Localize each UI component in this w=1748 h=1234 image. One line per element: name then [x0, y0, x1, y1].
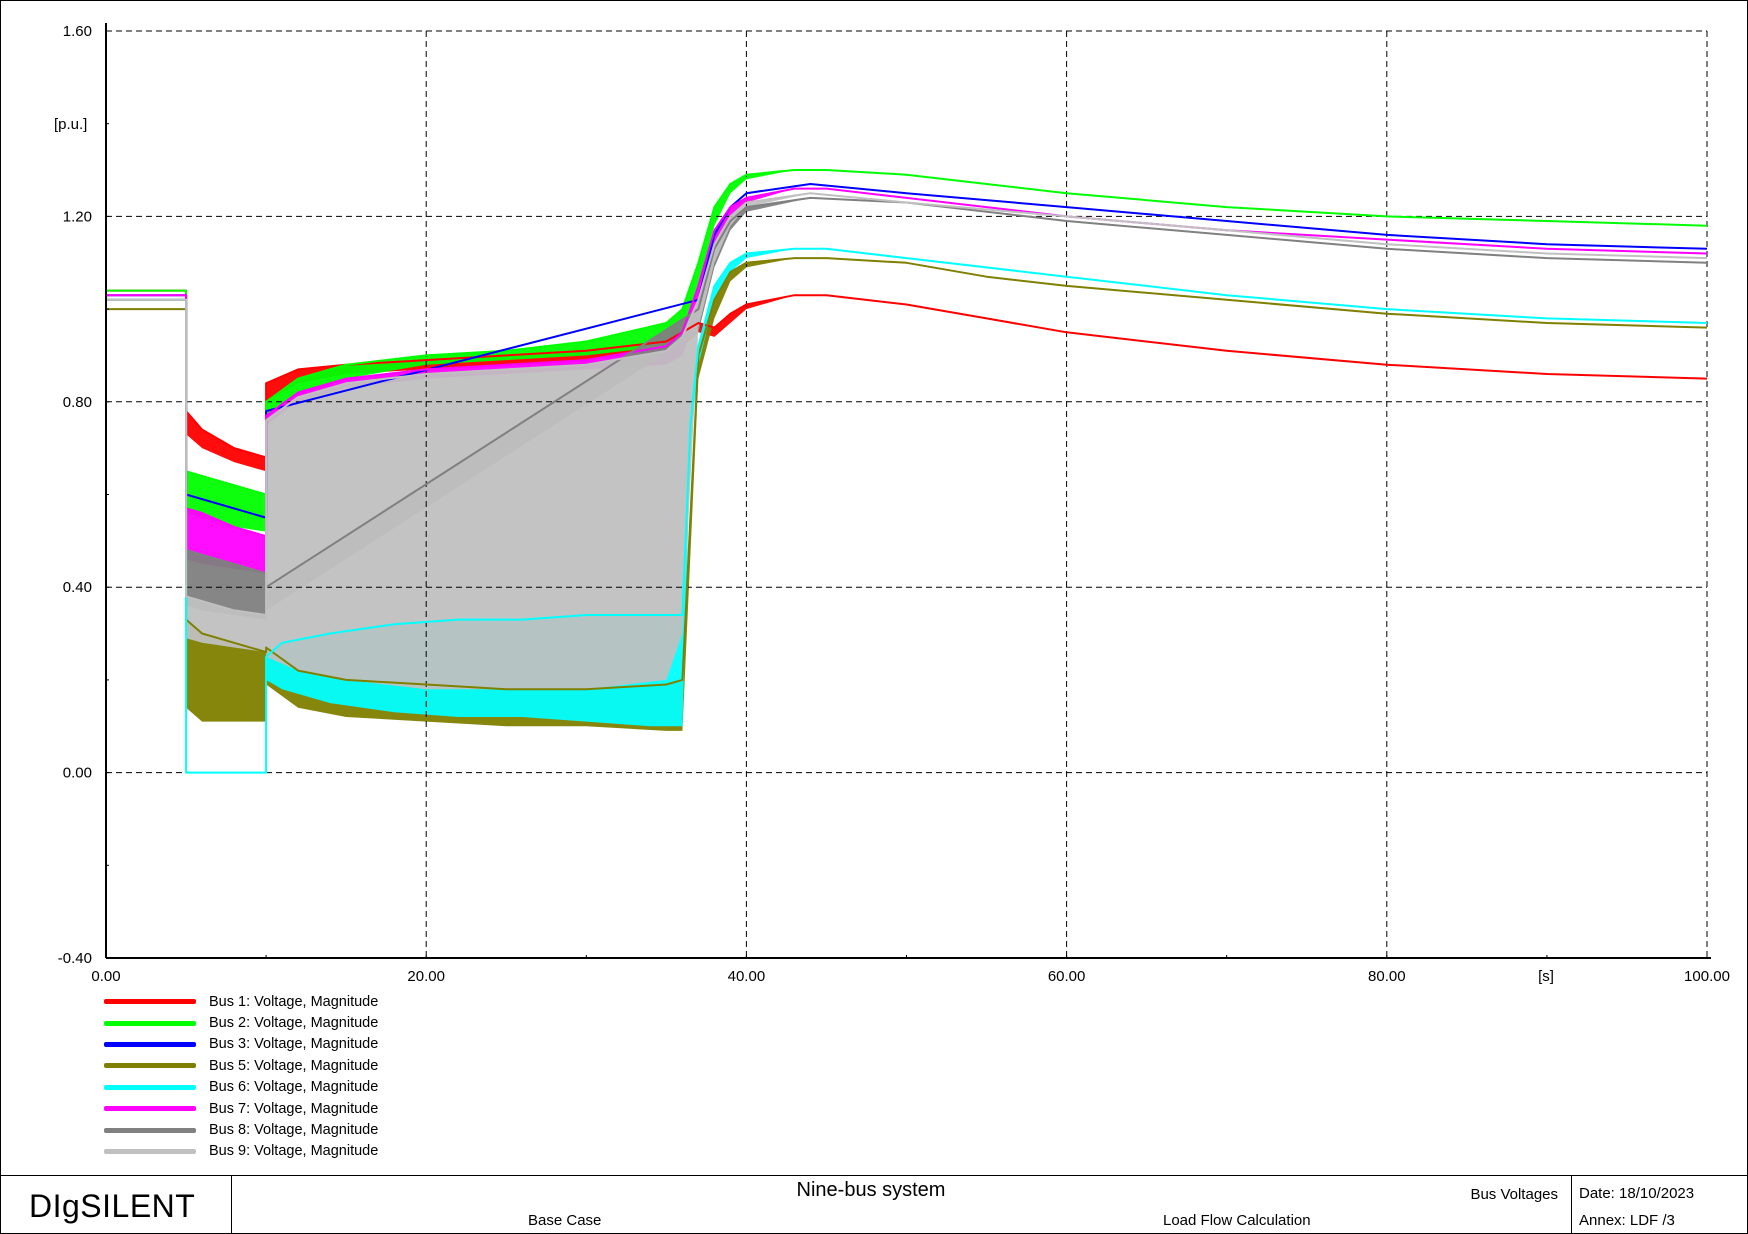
series-line: [106, 247, 1708, 774]
legend-item: Bus 9: Voltage, Magnitude: [104, 1141, 378, 1162]
legend-swatch: [104, 1127, 196, 1133]
y-tick-label: 0.40: [63, 579, 92, 596]
y-tick-label: 0.80: [63, 394, 92, 411]
x-tick-label: 80.00: [1368, 968, 1406, 985]
y-axis-label: [p.u.]: [54, 116, 87, 133]
x-tick-label: 40.00: [728, 968, 766, 985]
project-title: Nine-bus system: [796, 1179, 946, 1201]
chart-legend: Bus 1: Voltage, Magnitude Bus 2: Voltage,…: [104, 991, 378, 1162]
legend-swatch: [104, 1063, 196, 1069]
title-block: DIgSILENT Nine-bus system Base Case Load…: [1, 1175, 1747, 1234]
x-axis-label: [s]: [1538, 968, 1554, 985]
legend-label: Bus 2: Voltage, Magnitude: [209, 1015, 379, 1032]
legend-swatch: [104, 1106, 196, 1112]
legend-label: Bus 9: Voltage, Magnitude: [209, 1143, 379, 1160]
legend-item: Bus 8: Voltage, Magnitude: [104, 1119, 378, 1140]
y-tick-label: 1.20: [63, 208, 92, 225]
x-tick-label: 0.00: [91, 968, 120, 985]
series-band: [106, 193, 1707, 690]
x-tick-label: 60.00: [1048, 968, 1086, 985]
series-line: [106, 183, 1708, 519]
series-lines: [106, 169, 1708, 774]
series-line: [106, 192, 1708, 616]
legend-label: Bus 6: Voltage, Magnitude: [209, 1079, 379, 1096]
date-annex-cell: Date: 18/10/2023 Annex: LDF /3: [1571, 1176, 1747, 1234]
x-tick-label: 100.00: [1684, 968, 1730, 985]
legend-item: Bus 1: Voltage, Magnitude: [104, 991, 378, 1012]
calculation-name: Load Flow Calculation: [1163, 1212, 1311, 1229]
legend-label: Bus 8: Voltage, Magnitude: [209, 1122, 379, 1139]
legend-item: Bus 5: Voltage, Magnitude: [104, 1055, 378, 1076]
series-line: [106, 196, 1708, 589]
y-tick-label: 0.00: [63, 765, 92, 782]
date-label: Date: 18/10/2023: [1579, 1185, 1695, 1202]
legend-swatch: [104, 999, 196, 1005]
x-tick-label: 20.00: [407, 968, 445, 985]
legend-swatch: [104, 1020, 196, 1026]
oscillation-bands: [106, 170, 1707, 773]
y-tick-label: -0.40: [58, 950, 92, 967]
annex-label: Annex: LDF /3: [1579, 1212, 1675, 1229]
series-line: [106, 169, 1708, 496]
legend-label: Bus 3: Voltage, Magnitude: [209, 1036, 379, 1053]
legend-item: Bus 3: Voltage, Magnitude: [104, 1034, 378, 1055]
page-title: Bus Voltages: [1470, 1186, 1558, 1203]
y-tick-label: 1.60: [63, 23, 92, 40]
voltage-chart: 0.00 20.00 40.00 60.00 80.00 100.00-0.400.000…: [54, 23, 1730, 985]
legend-swatch: [104, 1148, 196, 1154]
legend-item: Bus 6: Voltage, Magnitude: [104, 1077, 378, 1098]
info-cell: Nine-bus system Base Case Load Flow Calc…: [231, 1176, 1572, 1234]
company-logo: DIgSILENT: [29, 1188, 196, 1224]
legend-swatch: [104, 1041, 196, 1047]
legend-label: Bus 5: Voltage, Magnitude: [209, 1057, 379, 1074]
study-case-name: Base Case: [528, 1212, 602, 1229]
legend-label: Bus 1: Voltage, Magnitude: [209, 993, 379, 1010]
logo-cell: DIgSILENT: [1, 1176, 232, 1234]
legend-item: Bus 7: Voltage, Magnitude: [104, 1098, 378, 1119]
legend-item: Bus 2: Voltage, Magnitude: [104, 1012, 378, 1033]
chart-axes: 0.00 20.00 40.00 60.00 80.00 100.00-0.400.000…: [58, 23, 1730, 985]
legend-label: Bus 7: Voltage, Magnitude: [209, 1100, 379, 1117]
legend-swatch: [104, 1084, 196, 1090]
series-line: [106, 257, 1708, 691]
